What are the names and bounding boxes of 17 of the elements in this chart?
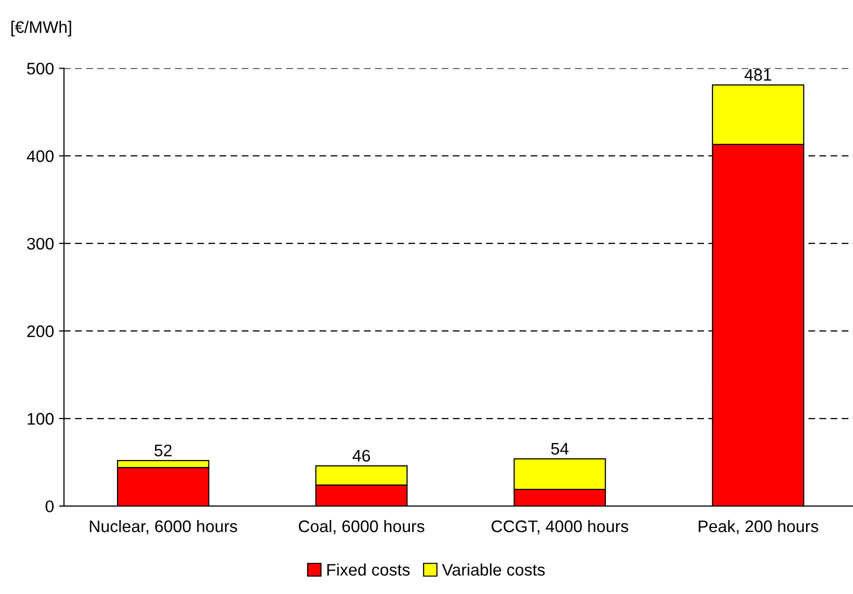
y-tick-label: 400 — [26, 150, 54, 162]
legend-label: Fixed costs — [327, 563, 410, 576]
x-tick-label: Coal, 6000 hours — [298, 520, 424, 534]
y-tick-label: 500 — [27, 62, 54, 75]
legend-label: Variable costs — [442, 563, 545, 576]
x-tick-label: Nuclear, 6000 hours — [90, 520, 238, 534]
y-tick-label: 300 — [27, 238, 54, 250]
total-label: 46 — [352, 450, 370, 462]
y-tick-label: 0 — [46, 500, 54, 512]
x-tick-label: Peak, 200 hours — [698, 520, 818, 534]
total-label: 52 — [154, 444, 172, 456]
y-tick-label: 200 — [27, 325, 54, 338]
y-axis-title: [€/MWh] — [11, 20, 72, 36]
y-tick-label: 100 — [28, 412, 54, 425]
total-label: 54 — [551, 443, 569, 455]
x-tick-label: CCGT, 4000 hours — [492, 520, 628, 534]
total-label: 481 — [744, 68, 772, 81]
